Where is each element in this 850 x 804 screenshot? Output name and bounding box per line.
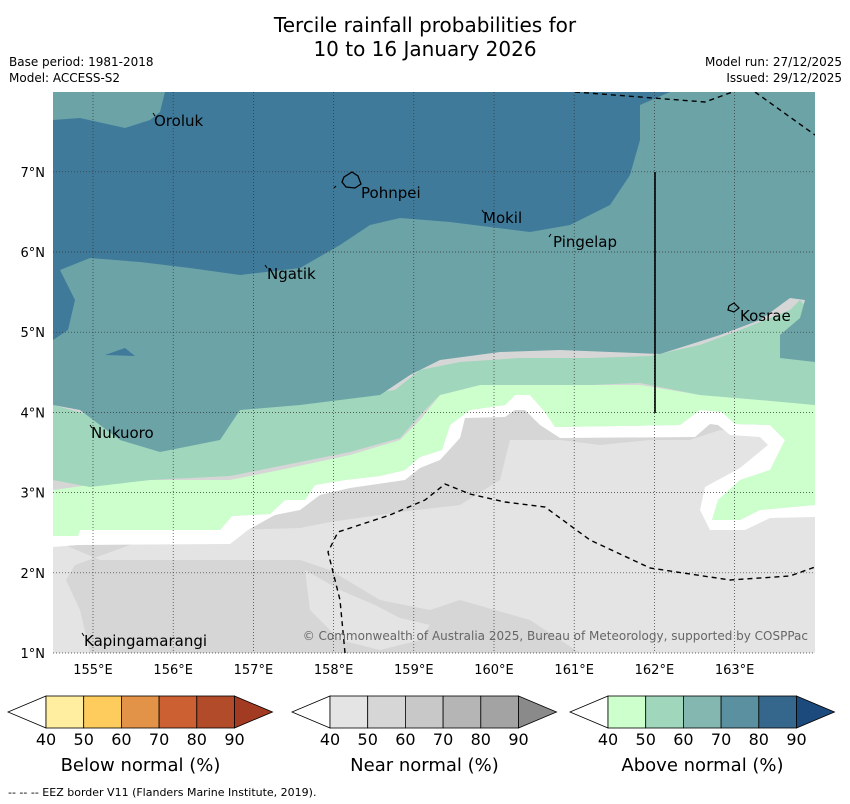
colorbar: 40 50 60 70 80 90 [568, 695, 836, 749]
colorbar-tick-label: 50 [636, 730, 656, 749]
copyright: © Commonwealth of Australia 2025, Bureau… [303, 629, 808, 643]
colorbar-tick-label: 80 [471, 730, 491, 749]
lat-tick-label: 4°N [21, 406, 46, 421]
lon-tick-label: 156°E [153, 663, 193, 678]
lon-tick-label: 159°E [394, 663, 434, 678]
above-normal-50-60-region [53, 300, 815, 487]
kosrae-island [727, 302, 740, 313]
colorbar-segment [758, 695, 797, 729]
place-label: Ngatik [267, 265, 316, 283]
place-label: Pohnpei [361, 184, 421, 202]
colorbar-extend-low [568, 695, 609, 729]
colorbar-tick-label: 50 [74, 730, 94, 749]
colorbar-segment [607, 695, 647, 729]
eez-border [327, 92, 815, 653]
above-normal-label: Above normal (%) [621, 755, 784, 776]
above-normal-60-70-north [53, 92, 165, 128]
ant-atoll [333, 185, 337, 189]
eez-footnote: -- -- -- EEZ border V11 (Flanders Marine… [8, 786, 317, 799]
lat-tick-label: 6°N [21, 246, 46, 261]
above-normal-40-50-region [53, 385, 815, 536]
colorbar-tick-label: 90 [224, 730, 244, 749]
place-label: Pingelap [553, 233, 617, 251]
colorbar-segment [83, 695, 122, 729]
above-normal-70-80-edge [53, 92, 640, 105]
colorbar-segment [442, 695, 482, 729]
place-label: Nukuoro [91, 424, 154, 442]
colorbar-tick-label: 40 [598, 730, 618, 749]
lon-tick-label: 161°E [554, 663, 594, 678]
colorbar-tick-label: 90 [786, 730, 806, 749]
colorbar-segment [367, 695, 406, 729]
lat-tick-label: 5°N [21, 326, 46, 341]
above-normal-70-80-patch [105, 348, 135, 356]
lat-tick-label: 7°N [21, 166, 46, 181]
colorbar-tick-label: 70 [149, 730, 169, 749]
lat-tick-label: 1°N [21, 647, 46, 662]
title-line-2: 10 to 16 January 2026 [313, 37, 537, 61]
colorbar-segment [121, 695, 160, 729]
colorbar-tick-label: 80 [749, 730, 769, 749]
near-normal-40-50-patch [305, 570, 430, 650]
place-label: Kosrae [740, 307, 791, 325]
place-label: Mokil [483, 209, 522, 227]
lon-tick-label: 158°E [314, 663, 354, 678]
near-normal-40-50-region [53, 430, 815, 653]
colorbar-tick-label: 70 [711, 730, 731, 749]
colorbar-segment [45, 695, 85, 729]
colorbar-tick-label: 70 [433, 730, 453, 749]
place-marker [264, 264, 268, 269]
title-line-1: Tercile rainfall probabilities for [273, 13, 577, 37]
pohnpei-island [341, 171, 362, 189]
colorbar: 40 50 60 70 80 90 [6, 695, 274, 749]
lat-tick-label: 3°N [21, 487, 46, 502]
place-marker [481, 209, 485, 214]
colorbar-extend-low [290, 695, 331, 729]
issued-date: Issued: 29/12/2025 [726, 71, 842, 85]
lon-tick-label: 155°E [73, 663, 113, 678]
base-period: Base period: 1981-2018 [9, 55, 154, 69]
colorbar-extend-high [234, 695, 274, 729]
place-marker [548, 233, 552, 238]
colorbar-tick-label: 50 [358, 730, 378, 749]
colorbar-segment [196, 695, 235, 729]
colorbar-segment [158, 695, 198, 729]
transition-band [53, 395, 815, 547]
above-normal-70-80-region [53, 92, 670, 340]
place-marker [81, 632, 85, 637]
colorbar-tick-label: 40 [36, 730, 56, 749]
colorbar-segment [683, 695, 722, 729]
lon-tick-label: 157°E [234, 663, 274, 678]
place-label: Oroluk [154, 112, 203, 130]
colorbar-segment [720, 695, 760, 729]
colorbar-tick-label: 60 [673, 730, 693, 749]
colorbar-segment [645, 695, 684, 729]
lon-tick-label: 162°E [635, 663, 675, 678]
colorbar-tick-label: 90 [508, 730, 528, 749]
lon-tick-label: 163°E [715, 663, 755, 678]
colorbar-segment [480, 695, 519, 729]
colorbar-tick-label: 40 [320, 730, 340, 749]
graticule [53, 92, 815, 654]
colorbar-segment [404, 695, 444, 729]
colorbar-tick-label: 60 [111, 730, 131, 749]
model-run: Model run: 27/12/2025 [704, 55, 842, 69]
below-normal-label: Below normal (%) [60, 755, 221, 776]
colorbar-extend-low [6, 695, 47, 729]
place-label: Kapingamarangi [84, 632, 207, 650]
place-marker [152, 112, 156, 117]
model-name: Model: ACCESS-S2 [9, 71, 121, 85]
lon-tick-label: 160°E [474, 663, 514, 678]
colorbar-tick-label: 60 [395, 730, 415, 749]
near-normal-40-50-patch-south [580, 612, 614, 653]
place-marker [89, 424, 93, 429]
colorbar-tick-label: 80 [187, 730, 207, 749]
lat-tick-label: 2°N [21, 567, 46, 582]
colorbar-segment [329, 695, 369, 729]
colorbar: 40 50 60 70 80 90 [290, 695, 558, 749]
near-normal-label: Near normal (%) [350, 755, 499, 776]
colorbar-extend-high [518, 695, 558, 729]
colorbar-extend-high [796, 695, 836, 729]
